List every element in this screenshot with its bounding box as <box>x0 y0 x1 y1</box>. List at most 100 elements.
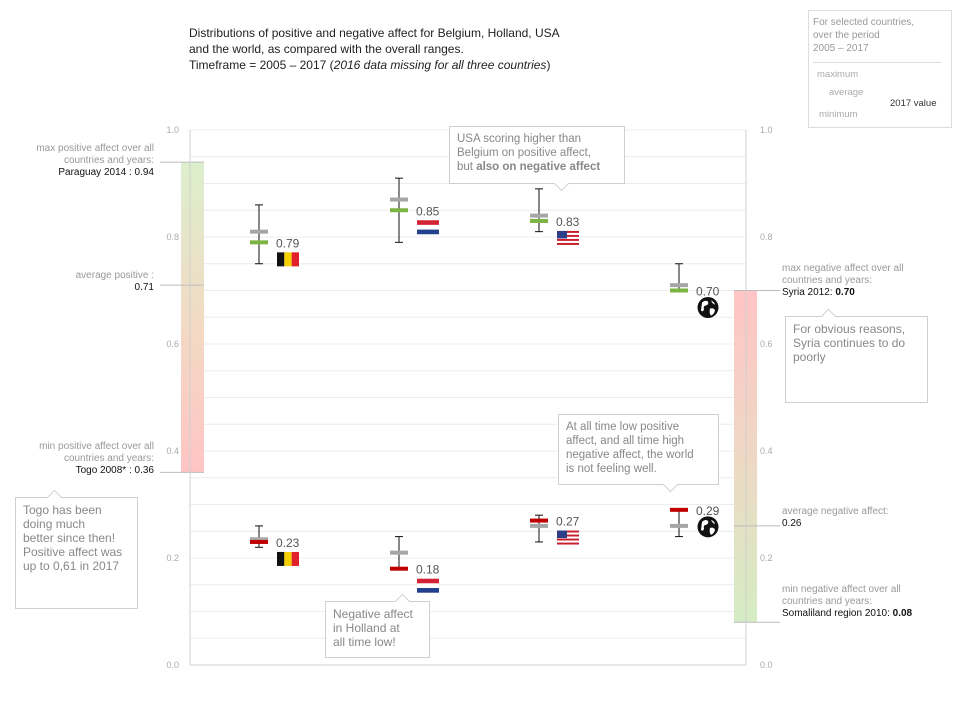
title-line-1: Distributions of positive and negative a… <box>189 26 560 40</box>
annotation-text: average negative affect: <box>782 506 889 517</box>
sparklines <box>34 364 899 599</box>
flag-stripe <box>557 242 579 245</box>
y-tick-label-right: 0.2 <box>760 553 773 563</box>
title-line-3-prefix: Timeframe = 2005 – 2017 ( <box>189 58 334 72</box>
annotation-text: min negative affect over all <box>782 584 901 595</box>
annotation-value: 0.26 <box>782 518 802 529</box>
average-marker <box>530 213 548 218</box>
callout-text: poorly <box>793 350 826 364</box>
axes: 0.0 0.0 0.2 0.2 0.4 0.4 0.6 0.6 0.8 0.8 1.0 1.0 <box>166 125 772 670</box>
legend-header-line: over the period <box>813 30 880 41</box>
flag-stripe <box>557 536 579 539</box>
average-marker <box>670 523 688 528</box>
legend-maximum-label: maximum <box>817 69 859 80</box>
callout-text: but <box>457 161 477 173</box>
callout-text: Negative affect <box>333 607 413 621</box>
globe-continent <box>709 308 715 316</box>
negative-box-belgium: 0.23 <box>250 525 300 550</box>
legend-2017-label: 2017 value <box>890 98 937 109</box>
average-marker <box>390 550 408 555</box>
flag-stripe <box>417 578 439 584</box>
flag-stripe <box>417 583 439 589</box>
callout-text: At all time low positive <box>566 421 680 433</box>
min-negative-annotation: min negative affect over all countries a… <box>782 584 957 620</box>
callout-text: up to 0,61 in 2017 <box>23 559 120 573</box>
average-marker <box>390 197 408 202</box>
flag-stripe <box>557 542 579 545</box>
value-label: 0.79 <box>276 236 300 250</box>
flag-stripe <box>557 232 579 235</box>
annotation-text: countries and years: <box>63 453 154 464</box>
value-label: 0.70 <box>696 285 720 299</box>
legend-minimum-label: minimum <box>819 109 858 120</box>
max-positive-annotation: max positive affect over all countries a… <box>8 143 154 179</box>
callout-text: For obvious reasons, <box>793 322 906 336</box>
value-label: 0.29 <box>696 504 720 518</box>
legend-header: For selected countries, over the period … <box>813 16 914 55</box>
callout-text: better since then! <box>23 531 116 545</box>
annotation-text: countries and years: <box>782 596 873 607</box>
y-tick-label-left: 0.6 <box>166 339 179 349</box>
globe-continent <box>709 527 715 535</box>
globe-continent <box>701 520 709 531</box>
positive-box-world: 0.70 <box>670 263 720 299</box>
negative-box-usa: 0.27 <box>530 515 580 543</box>
value-2017-marker <box>250 240 268 245</box>
value-2017-marker <box>390 208 408 213</box>
flag-stripe <box>277 551 285 566</box>
globe-continent <box>701 300 709 312</box>
y-tick-label-right: 1.0 <box>760 125 773 135</box>
belgium-flag <box>277 551 299 566</box>
annotation-value: 0.71 <box>134 282 154 293</box>
y-tick-label-right: 0.8 <box>760 232 773 242</box>
callout-text: Positive affect was <box>23 545 123 559</box>
max-negative-annotation: max negative affect over all countries a… <box>782 263 952 299</box>
flag-canton <box>557 230 567 239</box>
legend-header-line: For selected countries, <box>813 17 915 28</box>
value-label: 0.27 <box>556 515 580 529</box>
callout-text: negative affect, the world <box>566 449 694 461</box>
flag-stripe <box>291 252 299 267</box>
avg-negative-annotation: average negative affect: 0.26 <box>782 506 952 530</box>
value-label: 0.83 <box>556 215 580 229</box>
title-line-3: Timeframe = 2005 – 2017 (2016 data missi… <box>189 57 649 73</box>
title-line-3-suffix: ) <box>546 58 551 72</box>
average-marker <box>670 283 688 288</box>
callout-text: all time low! <box>333 635 396 649</box>
avg-positive-annotation: average positive : 0.71 <box>8 270 154 294</box>
y-tick-label-left: 0.4 <box>166 446 179 456</box>
negative-box-holland: 0.18 <box>390 536 440 577</box>
holland-flag <box>417 578 439 593</box>
world-flag <box>697 297 719 318</box>
annotation-text: countries and years: <box>782 275 873 286</box>
callout-text: USA scoring higher than <box>457 133 582 145</box>
annotation-value: Togo 2008* : 0.36 <box>75 465 154 476</box>
title-line-2: and the world, as compared with the over… <box>189 42 464 56</box>
holland-flag <box>417 220 439 235</box>
annotation-value: Paraguay 2014 : 0.94 <box>58 167 154 178</box>
average-marker <box>530 523 548 528</box>
positive-box-usa: 0.83 <box>530 188 580 233</box>
value-2017-marker <box>670 288 688 293</box>
callout-holland: Negative affect in Holland at all time l… <box>325 593 430 658</box>
annotation-text: average positive : <box>75 270 154 281</box>
y-tick-label-left: 0.8 <box>166 232 179 242</box>
flag-stripe <box>277 252 285 267</box>
positive-range-band <box>181 162 204 473</box>
annotation-text: min positive affect over all <box>39 441 154 452</box>
callout-text-bold: also on negative affect <box>476 161 601 173</box>
grid-lines <box>190 129 746 639</box>
chart-title: Distributions of positive and negative a… <box>189 25 649 73</box>
callout-togo: Togo has been doing much better since th… <box>15 489 138 609</box>
belgium-flag <box>277 252 299 267</box>
flag-stripe <box>557 532 579 535</box>
positive-box-belgium: 0.79 <box>250 204 300 265</box>
flag-stripe <box>557 236 579 239</box>
legend-header-line: 2005 – 2017 <box>813 43 869 54</box>
callout-usa: USA scoring higher than Belgium on posit… <box>449 126 625 192</box>
min-positive-annotation: min positive affect over all countries a… <box>8 441 154 477</box>
globe-continent <box>711 300 715 305</box>
average-marker <box>250 537 268 542</box>
callout-text: in Holland at <box>333 621 400 635</box>
y-tick-label-right: 0.0 <box>760 660 773 670</box>
